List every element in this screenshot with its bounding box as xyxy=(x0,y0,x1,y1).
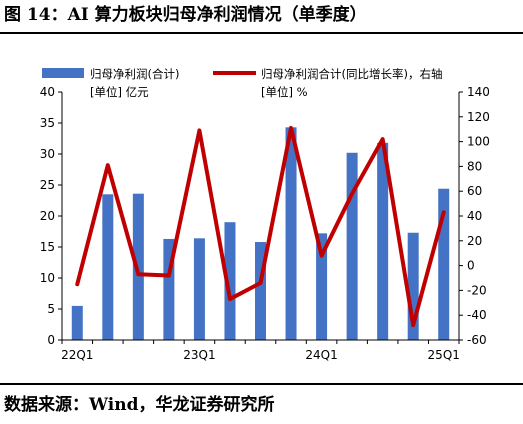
bar-23Q2 xyxy=(224,222,236,340)
bars-layer xyxy=(71,127,450,340)
bar-24Q4 xyxy=(407,232,419,340)
bar-22Q2 xyxy=(102,194,114,340)
bar-23Q1 xyxy=(193,238,205,340)
right-tick-label: 140 xyxy=(467,85,490,99)
right-tick-label: -40 xyxy=(467,308,487,322)
right-tick-label: 60 xyxy=(467,184,482,198)
bar-24Q3 xyxy=(377,142,389,340)
axes-layer: 0 5 10 15 20 25 30 35 40 -60 -40 -20 0 20 40 60 80 100 120… xyxy=(40,85,490,362)
x-tick-label: 22Q1 xyxy=(61,348,93,362)
left-tick-label: 15 xyxy=(40,240,55,254)
bar-22Q4 xyxy=(163,238,175,340)
bar-23Q4 xyxy=(285,127,297,340)
title-rule xyxy=(0,32,523,34)
left-tick-label: 10 xyxy=(40,271,55,285)
x-tick-label: 24Q1 xyxy=(305,348,337,362)
bar-24Q2 xyxy=(346,152,358,340)
left-tick-label: 35 xyxy=(40,116,55,130)
right-tick-label: 20 xyxy=(467,234,482,248)
legend-swatch-bar xyxy=(42,68,84,78)
right-tick-label: -20 xyxy=(467,283,487,297)
bar-22Q3 xyxy=(132,193,144,340)
right-axis-unit-label: [单位] % xyxy=(261,85,308,99)
legend-label-bar: 归母净利润(合计) xyxy=(90,67,179,81)
legend: 归母净利润(合计) 归母净利润合计(同比增长率)，右轴 [单位] 亿元 [单位]… xyxy=(42,67,442,99)
bar-25Q1 xyxy=(438,188,450,340)
x-tick-label: 25Q1 xyxy=(428,348,460,362)
bar-22Q1 xyxy=(71,305,83,340)
left-tick-label: 25 xyxy=(40,178,55,192)
bar-23Q3 xyxy=(255,242,266,340)
right-tick-label: 0 xyxy=(467,259,475,273)
line-layer xyxy=(75,125,446,328)
left-tick-label: 40 xyxy=(40,85,55,99)
right-tick-label: 100 xyxy=(467,135,490,149)
left-tick-label: 0 xyxy=(47,333,55,347)
left-axis-unit-label: [单位] 亿元 xyxy=(90,85,149,99)
right-tick-label: 80 xyxy=(467,159,482,173)
source-note: 数据来源：Wind，华龙证券研究所 xyxy=(4,395,275,415)
left-tick-label: 5 xyxy=(47,302,55,316)
right-tick-label: -60 xyxy=(467,333,487,347)
right-tick-label: 40 xyxy=(467,209,482,223)
x-tick-label: 23Q1 xyxy=(183,348,215,362)
source-rule xyxy=(0,383,523,385)
left-tick-label: 30 xyxy=(40,147,55,161)
bar-24Q1 xyxy=(316,233,328,340)
chart: 0 5 10 15 20 25 30 35 40 -60 -40 -20 0 20 40 60 80 100 120… xyxy=(40,67,490,362)
legend-label-line: 归母净利润合计(同比增长率)，右轴 xyxy=(261,67,442,81)
figure-title: 图 14：AI 算力板块归母净利润情况（单季度） xyxy=(4,5,367,25)
right-tick-label: 120 xyxy=(467,110,490,124)
left-tick-label: 20 xyxy=(40,209,55,223)
